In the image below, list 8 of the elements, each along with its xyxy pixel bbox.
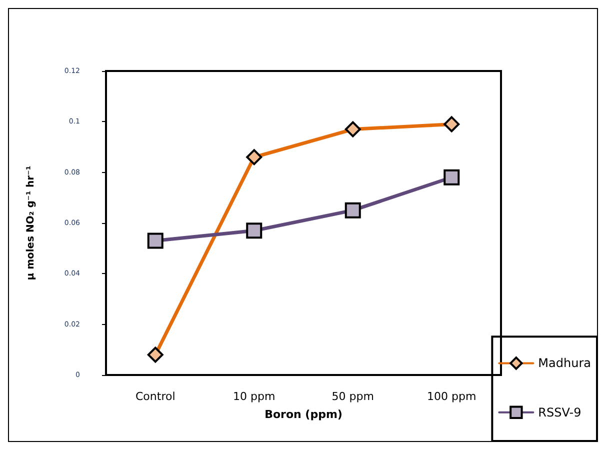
x-tick-label: Control bbox=[135, 390, 176, 403]
legend-label: RSSV-9 bbox=[538, 405, 582, 420]
x-axis-title: Boron (ppm) bbox=[264, 408, 342, 421]
y-axis-title: μ moles NO₂ g⁻¹ hr⁻¹ bbox=[26, 166, 36, 280]
x-tick-label: 50 ppm bbox=[332, 390, 374, 403]
x-tick-label: 100 ppm bbox=[427, 390, 476, 403]
x-tick-label: 10 ppm bbox=[233, 390, 276, 403]
legend-label: Madhura bbox=[538, 356, 592, 370]
